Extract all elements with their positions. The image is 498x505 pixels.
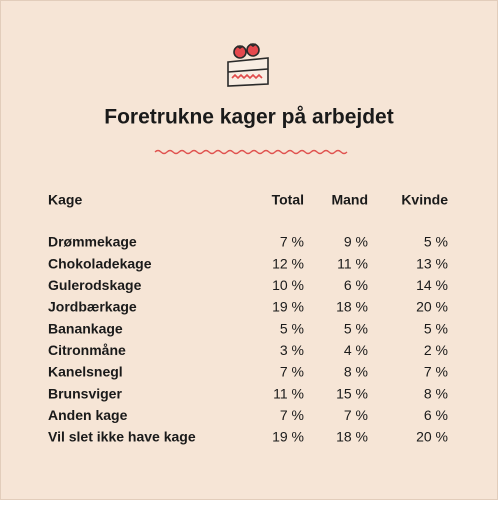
column-header: Kvinde (401, 192, 448, 208)
cell-value: 5 % (424, 234, 448, 250)
row-label: Jordbærkage (48, 299, 137, 315)
cell-value: 7 % (280, 407, 304, 423)
cell-value: 19 % (272, 429, 304, 445)
cell-value: 8 % (344, 364, 368, 380)
cell-value: 7 % (424, 364, 448, 380)
cell-value: 13 % (416, 255, 448, 271)
cell-value: 11 % (273, 385, 304, 401)
column-header: Kage (48, 192, 82, 208)
cell-value: 18 % (336, 299, 368, 315)
row-label: Gulerodskage (48, 277, 142, 293)
cell-value: 6 % (344, 277, 368, 293)
title: Foretrukne kager på arbejdet (104, 106, 393, 129)
cell-value: 18 % (336, 429, 368, 445)
cell-value: 5 % (344, 320, 368, 336)
column-header: Mand (331, 192, 368, 208)
row-label: Brunsviger (48, 385, 122, 401)
cell-value: 5 % (280, 320, 304, 336)
row-label: Citronmåne (48, 342, 126, 358)
row-label: Banankage (48, 320, 123, 336)
cell-value: 12 % (272, 255, 304, 271)
cell-value: 14 % (416, 277, 448, 293)
cell-value: 4 % (344, 342, 368, 358)
row-label: Chokoladekage (48, 255, 152, 271)
cake-icon (227, 43, 269, 87)
row-label: Anden kage (48, 407, 128, 423)
cell-value: 9 % (344, 234, 368, 250)
cell-value: 8 % (424, 385, 448, 401)
cell-value: 7 % (280, 364, 304, 380)
column-header: Total (272, 192, 304, 208)
cell-value: 6 % (424, 407, 448, 423)
cell-value: 7 % (344, 407, 368, 423)
cell-value: 3 % (280, 342, 304, 358)
cell-value: 20 % (416, 299, 448, 315)
wavy-divider (154, 149, 348, 155)
cell-value: 20 % (416, 429, 448, 445)
row-label: Drømmekage (48, 234, 137, 250)
row-label: Kanelsnegl (48, 364, 123, 380)
cell-value: 11 % (337, 255, 368, 271)
table: Kage Total Mand Kvinde Drømmekage 7 % 9 % 5 % Ch… (48, 192, 448, 445)
cell-value: 2 % (424, 342, 448, 358)
cell-value: 19 % (272, 299, 304, 315)
row-label: Vil slet ikke have kage (48, 429, 196, 445)
cell-value: 5 % (424, 320, 448, 336)
cell-value: 15 % (336, 385, 368, 401)
cell-value: 7 % (280, 234, 304, 250)
cell-value: 10 % (272, 277, 304, 293)
